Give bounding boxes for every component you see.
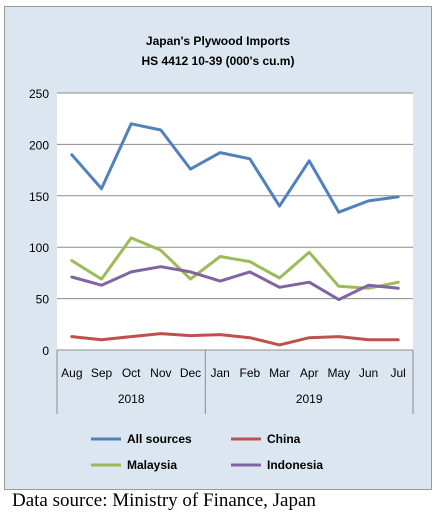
plot-area [57,93,413,350]
legend-malaysia-label: Malaysia [127,458,177,472]
x-tick-label: Nov [150,366,171,380]
series-line-indonesia [70,265,400,302]
y-tick-label: 50 [36,293,50,307]
x-tick-label: May [327,366,350,380]
chart-subtitle: HS 4412 10-39 (000's cu.m) [142,54,295,68]
legend-china-label: China [267,432,301,446]
axes: 0 50 100 150 200 250 Aug Sep Oct Nov Dec Jan Feb Mar A… [29,87,414,414]
x-tick-label: Feb [239,366,260,380]
x-tick-label: Jan [210,366,229,380]
legend-all-sources-label: All sources [127,432,192,446]
series-line-all-sources [70,122,400,214]
legend: All sources China Malaysia Indonesia [91,432,323,472]
gridlines [57,92,413,300]
chart-title: Japan's Plywood Imports [146,34,291,48]
y-tick-label: 100 [29,241,49,255]
y-tick-label: 250 [29,87,49,101]
series-line-china [70,332,400,347]
x-tick-label: Jun [359,366,378,380]
x-tick-label: Aug [61,366,82,380]
x-tick-label: Oct [122,366,141,380]
series-line-malaysia [70,236,400,290]
x-tick-label: Mar [269,366,290,380]
legend-indonesia-label: Indonesia [267,458,323,472]
x-tick-label: Jul [390,366,405,380]
year-group-label: 2018 [118,392,145,406]
year-group-label: 2019 [296,392,323,406]
x-tick-label: Apr [300,366,319,380]
x-tick-label: Dec [180,366,201,380]
data-source-note: Data source: Ministry of Finance, Japan [12,490,316,511]
y-tick-label: 150 [29,190,49,204]
x-tick-label: Sep [91,366,113,380]
series-lines [70,122,400,347]
y-tick-label: 0 [42,344,49,358]
line-chart: Japan's Plywood Imports HS 4412 10-39 (0… [29,34,414,472]
chart-frame: Japan's Plywood Imports HS 4412 10-39 (0… [4,6,432,490]
y-tick-label: 200 [29,138,49,152]
